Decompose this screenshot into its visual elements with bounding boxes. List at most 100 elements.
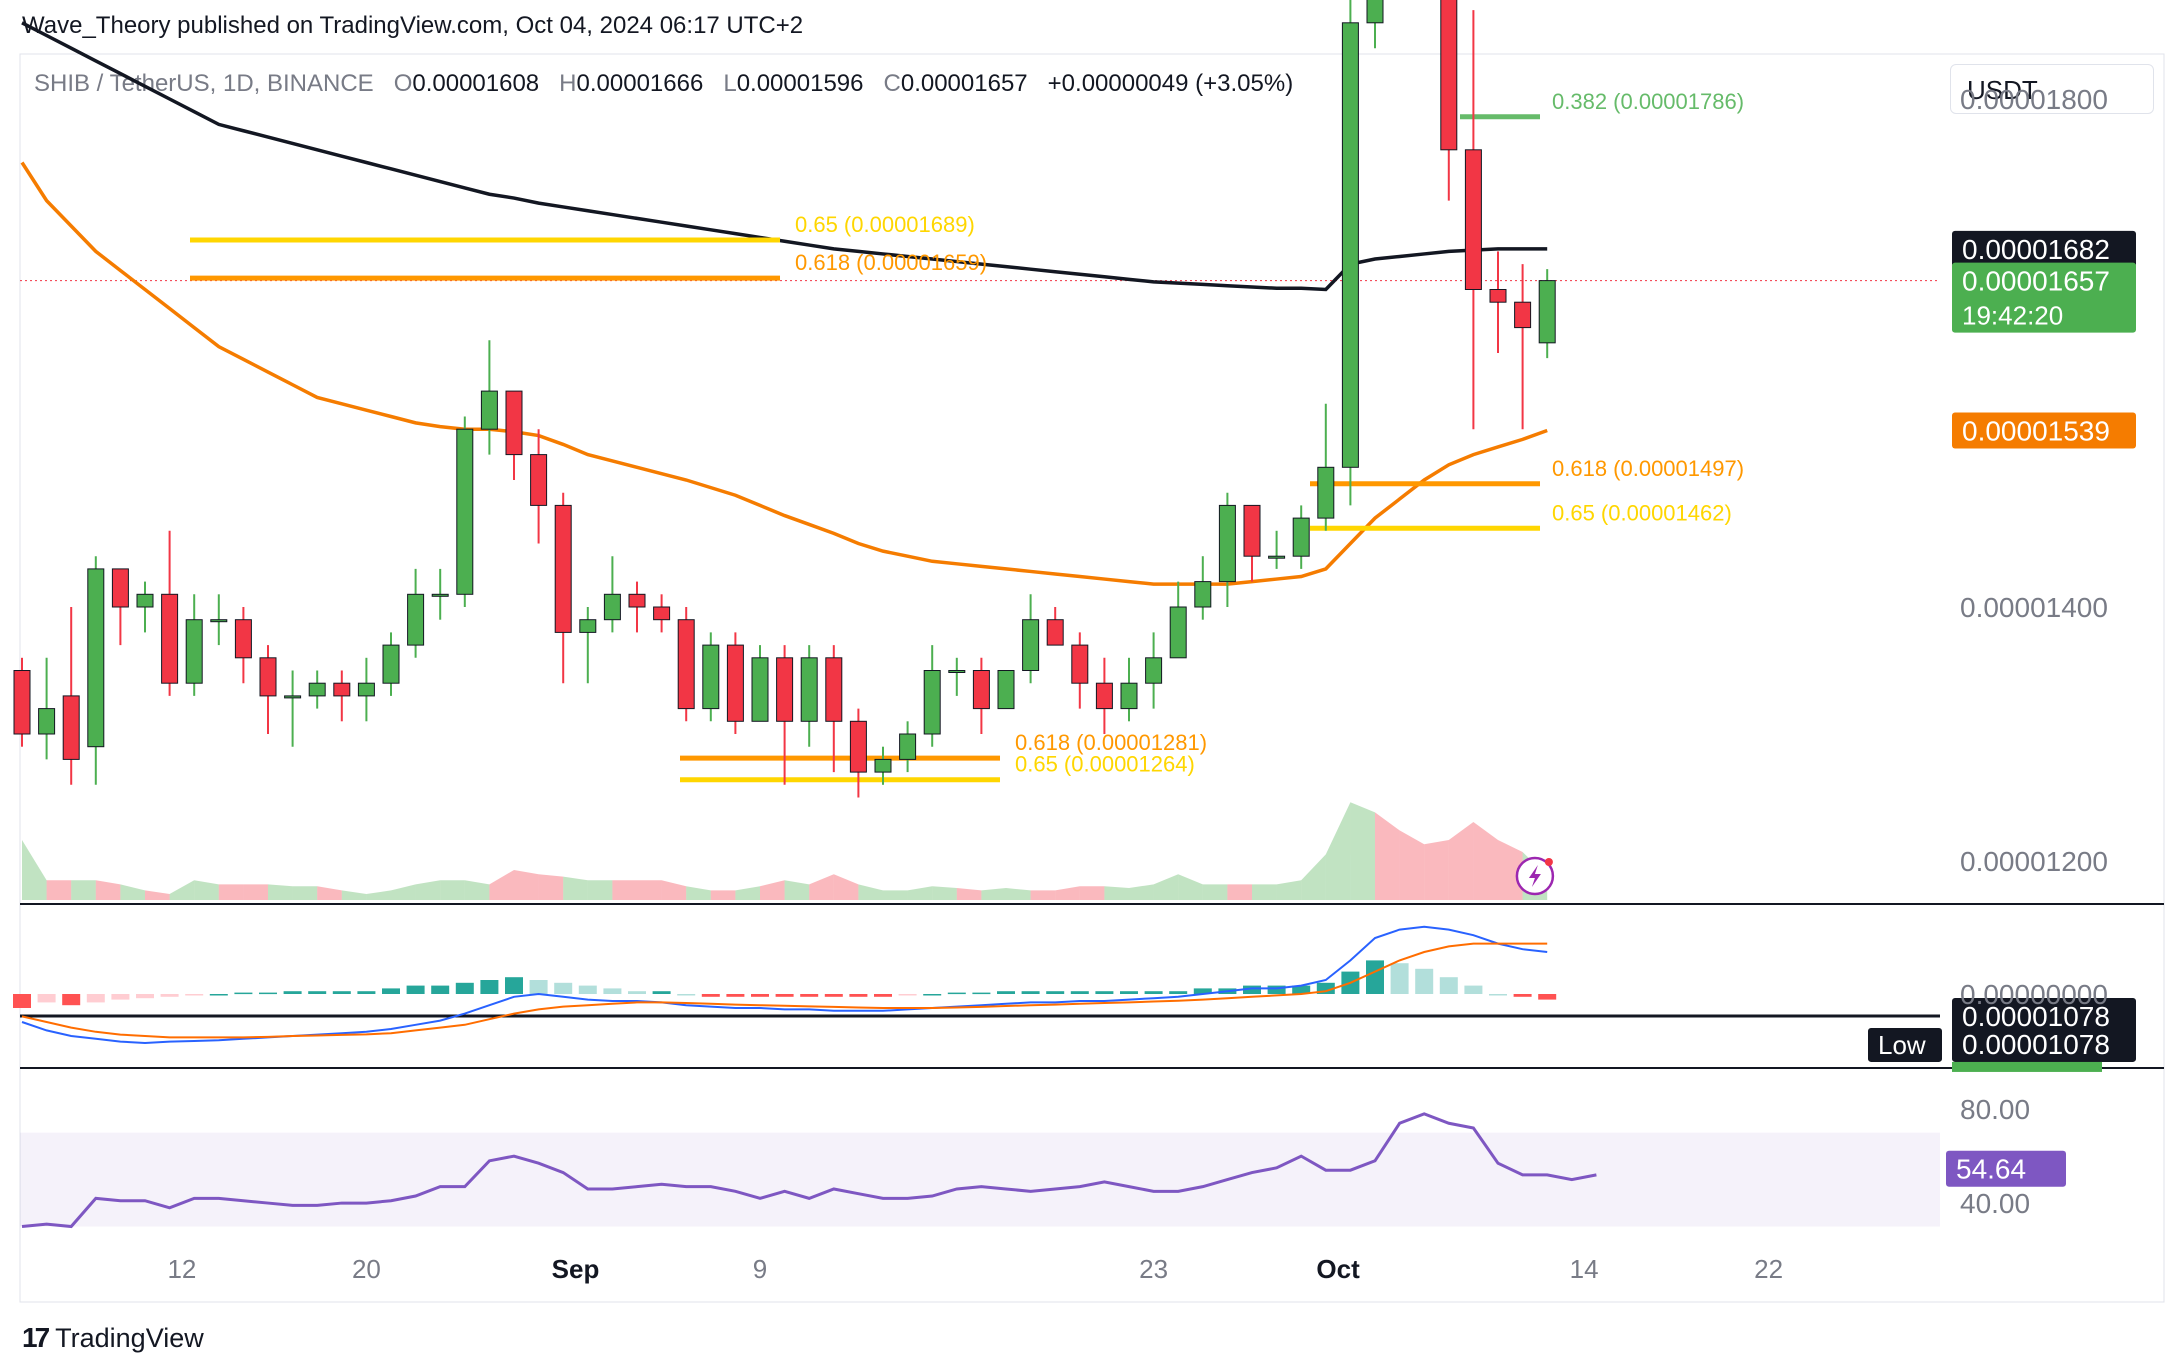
last-price-text: 0.00001657 — [1962, 266, 2110, 297]
macd-histogram-bar — [1538, 994, 1557, 1000]
volume-area-segment — [268, 884, 293, 900]
macd-histogram-bar — [283, 991, 302, 994]
volume-area-segment — [587, 880, 613, 900]
candle-body — [972, 670, 990, 710]
symbol-name[interactable]: SHIB / TetherUS, 1D, BINANCE — [34, 70, 374, 97]
candle-body — [899, 733, 917, 760]
macd-histogram-bar — [578, 985, 597, 994]
candle-body — [407, 593, 425, 646]
candle-body — [62, 695, 80, 760]
candle-body — [1071, 644, 1089, 684]
low-badge — [1868, 1027, 1942, 1062]
volume-area-segment — [981, 888, 1006, 900]
candle-body — [161, 593, 179, 684]
volume-area-segment — [956, 888, 982, 900]
low-value: 0.00001596 — [736, 70, 864, 97]
ema-200-badge-text: 0.00001682 — [1962, 234, 2110, 265]
volume-area-segment — [1350, 802, 1375, 900]
candle-body — [1022, 619, 1040, 672]
support-badge — [1952, 997, 2136, 1034]
macd-histogram-bar — [431, 985, 450, 994]
macd-histogram-bar — [800, 994, 819, 997]
volume-area-segment — [317, 886, 342, 900]
volume-area-segment — [661, 880, 687, 900]
y-axis-tick: 0.00001200 — [1960, 846, 2108, 877]
low-value-badge — [1952, 1027, 2136, 1062]
low-value-text: 0.00001078 — [1962, 1029, 2110, 1060]
candle-body — [579, 619, 597, 633]
volume-area-segment — [1104, 886, 1129, 900]
volume-area-segment — [292, 886, 318, 900]
volume-area-segment — [366, 890, 391, 900]
macd-histogram-bar — [824, 994, 843, 997]
volume-area-segment — [120, 884, 145, 900]
candle-body — [1292, 517, 1310, 557]
countdown-text: 19:42:20 — [1962, 301, 2063, 331]
macd-histogram-bar — [1513, 994, 1532, 997]
candle-body — [1169, 606, 1187, 659]
footer-logo: 17 TradingView — [22, 1322, 204, 1354]
candle-body — [1489, 289, 1507, 303]
fib-level-label: 0.65 (0.00001264) — [1015, 752, 1195, 777]
volume-area-segment — [686, 886, 711, 900]
currency-selector[interactable]: USDT — [1950, 64, 2154, 114]
candle-body — [603, 593, 621, 621]
candle-body — [751, 657, 769, 722]
candle-body — [997, 670, 1015, 710]
candle-body — [333, 682, 351, 697]
x-axis-tick: 12 — [167, 1254, 196, 1284]
volume-area-segment — [71, 880, 96, 900]
macd-histogram-bar — [726, 994, 745, 997]
volume-area-segment — [1375, 812, 1400, 900]
volume-area-segment — [415, 880, 441, 900]
volume-area-segment — [1178, 874, 1203, 900]
volume-area-segment — [243, 884, 268, 900]
macd-histogram-bar — [874, 994, 892, 997]
macd-histogram-bar — [775, 994, 794, 997]
ema-50-badge-text: 0.00001539 — [1962, 415, 2110, 446]
macd-histogram-bar — [997, 991, 1015, 994]
candle-body — [505, 390, 523, 456]
candle-body — [38, 708, 56, 735]
macd-histogram-bar — [1021, 991, 1040, 994]
candle-body — [948, 670, 966, 673]
candle-body — [1341, 22, 1359, 468]
rsi-y-tick: 40.00 — [1960, 1188, 2030, 1219]
volume-area-segment — [1055, 886, 1080, 900]
volume-badge-strip — [1952, 1061, 2102, 1072]
candle-body — [1194, 581, 1212, 608]
candle-body — [284, 695, 302, 699]
y-axis-tick: 0.00001400 — [1960, 592, 2108, 623]
macd-histogram-bar — [62, 994, 81, 1006]
candle-body — [1218, 504, 1236, 583]
macd-histogram-bar — [111, 994, 130, 1000]
candle-body — [849, 720, 867, 773]
fib-level-label: 0.618 (0.00001659) — [795, 250, 987, 275]
rsi-band — [20, 1132, 1940, 1227]
high-value: 0.00001666 — [576, 70, 704, 97]
macd-histogram-bar — [332, 991, 351, 994]
footer-brand: TradingView — [55, 1322, 204, 1353]
volume-area-segment — [22, 840, 47, 900]
candle-body — [923, 670, 941, 735]
chart-canvas[interactable]: 0.65 (0.00001952)0.618 (0.00001933)0.382… — [0, 0, 2184, 1310]
rsi-line — [21, 1112, 1597, 1229]
candle-body — [1514, 301, 1532, 329]
volume-area-segment — [637, 880, 662, 900]
candle-body — [357, 682, 375, 697]
candle-body — [1046, 619, 1064, 646]
fib-level-label: 0.382 (0.00001786) — [1552, 89, 1744, 114]
volume-area-segment — [710, 890, 736, 900]
candle-body — [1440, 0, 1458, 151]
volume-area-segment — [1399, 830, 1425, 900]
candle-body — [874, 758, 892, 773]
low-key: L — [723, 70, 737, 97]
volume-area-segment — [440, 880, 465, 900]
volume-area-segment — [95, 880, 121, 900]
macd-histogram-bar — [1193, 988, 1212, 994]
macd-histogram-bar — [160, 994, 179, 997]
volume-area-segment — [1325, 802, 1351, 900]
macd-histogram-bar — [234, 992, 253, 995]
rsi-value-badge — [1946, 1150, 2066, 1187]
candle-body — [431, 593, 449, 597]
